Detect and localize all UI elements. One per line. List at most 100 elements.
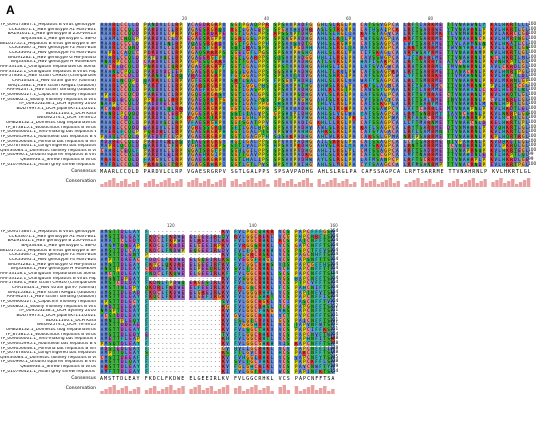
conservation-bar — [266, 386, 270, 395]
conservation-bar — [173, 390, 177, 395]
conservation-bar — [169, 385, 173, 395]
conservation-bar — [128, 391, 133, 395]
conservation-bar — [471, 178, 475, 188]
sequence-label: YP_040996.1_Ground squirrel hepatitis B … — [0, 360, 96, 365]
conservation-bar — [380, 182, 385, 188]
end-position: 100 — [528, 35, 537, 41]
conservation-bar — [187, 182, 191, 188]
conservation-bar — [131, 182, 136, 188]
conservation-bar — [193, 387, 197, 395]
sequence-label: QNV34684.1_Domestic donkey hepatitis B v… — [0, 148, 96, 153]
conservation-bar — [451, 181, 456, 188]
conservation-bar — [167, 178, 171, 188]
sequence-label: BAJ33483.1_HBV genotype H 904MEXM — [11, 267, 96, 272]
conservation-bar — [120, 388, 124, 395]
conservation-bar — [199, 183, 203, 188]
end-position: 151 — [330, 308, 339, 314]
conservation-bar — [155, 184, 159, 188]
sequence-row: MAARCCCDLD PARNVLPLRQ VRAESRGRPV FGTGGAL… — [100, 73, 530, 79]
conservation-bar — [218, 180, 223, 188]
conservation-bar — [250, 387, 254, 395]
conservation-bar — [491, 182, 495, 188]
sequence-label: YP_009666527.1_Capuchin monkey hepatitis… — [0, 92, 96, 97]
conservation-bar — [475, 183, 479, 188]
consensus-label: Consensus — [71, 376, 96, 382]
sequence-row: MNARPCCQLD CARDVLCLRP VGPESQGRRV SGTTGAL… — [100, 59, 530, 65]
sequence-label: UMB28132.1_Domestic dog hepadnavirus — [5, 120, 96, 125]
conservation-bar — [270, 391, 274, 395]
conservation-bar — [428, 179, 432, 188]
conservation-bar — [222, 178, 227, 188]
conservation-bar — [258, 181, 262, 188]
sequence-label: AAF33118.1_Orangutan hepadnavirus Somaf — [0, 64, 96, 69]
conservation-bar — [368, 181, 373, 188]
end-position: 100 — [528, 129, 537, 135]
sequence-row: MAARLCCQDD EARDVLCLRP VGRESSGRTV SFTLGAL… — [100, 124, 530, 131]
conservation-bar — [353, 182, 357, 188]
sequence-row: MMARLCCQLD PARDVLCLRP VGAESRGRQV RGTLGAL… — [100, 26, 530, 33]
end-position: 100 — [528, 147, 537, 153]
conservation-bar — [345, 179, 349, 188]
sequence-label: YP_009553238.1_DCH Sydney 2016 — [18, 102, 96, 107]
conservation-bar — [388, 178, 392, 188]
conservation-bar — [262, 388, 266, 395]
conservation-bar — [278, 387, 282, 395]
conservation-bar — [163, 180, 167, 188]
conservation-label: Conservation — [65, 179, 96, 185]
end-position: 154 — [330, 242, 339, 248]
sequence-label: CCK33687.1_HBV genotype F2 Mart-B18 — [9, 253, 96, 258]
conservation-bar — [242, 391, 246, 395]
sequence-label: YP_009173867.1_Hepatitis B virus genotyp… — [0, 23, 96, 27]
conservation-bar — [120, 181, 124, 188]
conservation-bar — [151, 179, 155, 188]
conservation-bar — [116, 390, 120, 395]
conservation-histogram — [100, 178, 531, 188]
conservation-bar — [144, 390, 149, 395]
end-position: 100 — [528, 161, 537, 167]
sequence-row: MDARECCQLD PARDVLRLRS VTAESRGRGV HGTIGAL… — [100, 138, 530, 145]
sequence-label: YP_009056648.1_Pomona bat hepatitis B vi… — [0, 139, 96, 144]
sequence-label: YP_046802.1_Woolly monkey hepatitis B vi… — [0, 97, 96, 102]
sequence-label: AAF57836.1_HBV strain CH926 (Chimpanzee) — [0, 281, 96, 286]
conservation-bar — [503, 183, 507, 188]
conservation-bar — [152, 386, 157, 395]
consensus-sequence: MAARLCCQLD PARDVLCLRP VGAESRGRPV SGTLGAL… — [100, 169, 532, 176]
sequence-row: MAARLCCQLD PARDVLCLRP VGARSRGRPV SGTLGGL… — [100, 82, 530, 89]
sequence-row: CAARLCEQLF PARDVLCLRP SGATSRGFPV SGHLGIL… — [100, 147, 530, 154]
conservation-bar — [233, 388, 238, 395]
sequence-label: YP_009056648.1_Pomona bat hepatitis B vi… — [0, 346, 96, 351]
sequence-row: MAPRLQCQLD SARDVLCFRP VGHESRGRPS STTLVAL… — [100, 143, 530, 149]
conservation-bar — [282, 183, 286, 188]
conservation-bar — [124, 386, 129, 395]
end-position: 100 — [528, 124, 537, 130]
end-position: 100 — [528, 73, 537, 79]
sequence-label: BDG11100.1_DCH Kara — [45, 318, 96, 323]
end-position: 154 — [330, 298, 339, 304]
ruler-tick: 20 — [182, 16, 188, 21]
end-position: 100 — [528, 26, 537, 32]
conservation-bar — [206, 179, 211, 188]
conservation-bar — [148, 388, 153, 395]
sequence-label: BDD79973.1_DCH Japan/KT111/2021 — [16, 313, 96, 318]
conservation-bar — [205, 388, 210, 395]
sequence-label: CAA10424.1_HBV strain gor97 (Gorilla) — [11, 78, 96, 83]
sequence-row: MAARLCCQLD PARDVLELRP VGAEHRGIPV SGTTGAV… — [100, 152, 530, 159]
end-position: 100 — [528, 87, 537, 93]
conservation-bar — [384, 180, 389, 188]
sequence-label: BAZ91651.1_HBV genotype B 250-Viet13 — [7, 32, 96, 37]
conservation-bar — [376, 184, 381, 188]
conservation-bar — [329, 180, 333, 188]
alignment-block-1: 20 40 60 80 YP_009173867.1_Hepatitis B virus… — [0, 16, 550, 221]
